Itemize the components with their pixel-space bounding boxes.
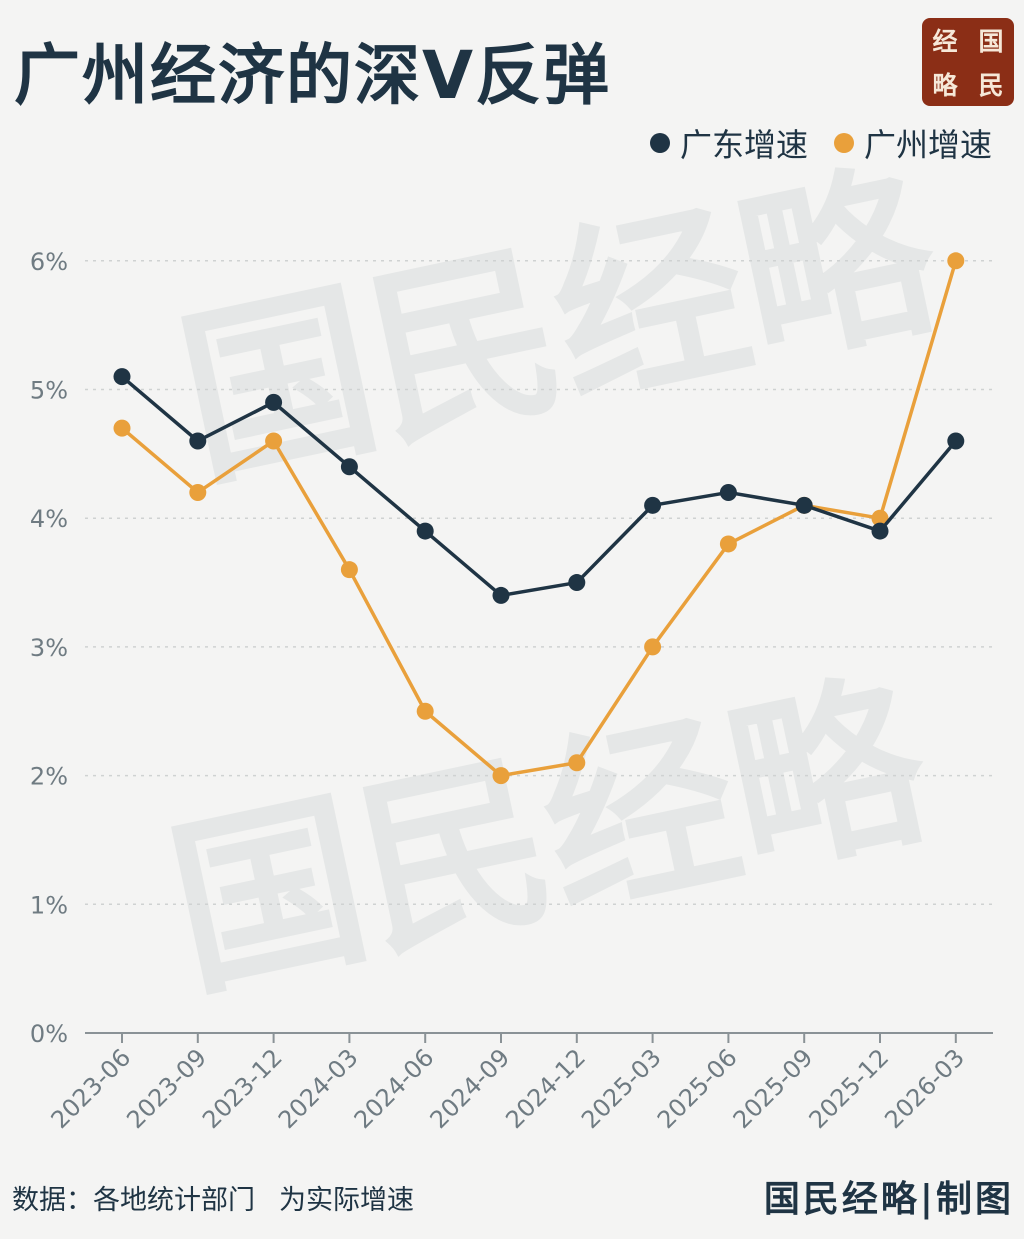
x-tick-label: 2023-12 [197, 1043, 288, 1134]
x-tick-label: 2025-03 [576, 1043, 667, 1134]
series-line [120, 375, 958, 598]
x-tick-label: 2024-03 [273, 1043, 364, 1134]
x-tick-label: 2024-09 [425, 1043, 516, 1134]
y-tick-label: 0% [30, 1020, 68, 1048]
data-point [416, 522, 434, 540]
y-tick-label: 6% [30, 248, 68, 276]
data-point [568, 754, 586, 772]
data-point [340, 561, 358, 579]
data-point [947, 432, 965, 450]
data-point [416, 702, 434, 720]
logo-char: 经 [932, 27, 958, 56]
logo-char: 略 [932, 71, 958, 100]
logo-char: 国 [978, 27, 1004, 56]
data-point [947, 252, 965, 270]
data-point [871, 522, 889, 540]
x-tick-label: 2026-03 [879, 1043, 970, 1134]
data-point [719, 535, 737, 553]
y-tick-label: 4% [30, 505, 68, 533]
legend-item-guangzhou: 广州增速 [833, 120, 992, 166]
chart-title: 广州经济的深V反弹 [14, 37, 612, 114]
data-point [795, 496, 813, 514]
series-layer [113, 252, 965, 785]
data-point [113, 368, 131, 386]
legend-marker-guangdong [649, 133, 670, 153]
data-point [719, 483, 737, 501]
chart-legend: 广东增速 广州增速 [649, 120, 992, 166]
source-label: 数据：各地统计部门 [12, 1185, 255, 1216]
source-note: 数据：各地统计部门 为实际增速 [12, 1178, 414, 1217]
series-line [120, 260, 958, 778]
y-tick-label: 2% [30, 763, 68, 791]
y-tick-label: 5% [30, 377, 68, 405]
x-tick-label: 2024-06 [349, 1043, 440, 1134]
data-point [492, 586, 510, 604]
data-point [265, 432, 283, 450]
x-tick-label: 2024-12 [500, 1043, 591, 1134]
x-axis: 2023-062023-092023-122024-032024-062024-… [46, 1032, 993, 1134]
y-tick-label: 1% [30, 891, 68, 919]
data-point [189, 432, 207, 450]
brand-logo: 经 国 略 民 [922, 18, 1014, 106]
legend-label-guangzhou: 广州增速 [863, 126, 992, 164]
y-tick-label: 3% [30, 634, 68, 662]
data-point [340, 458, 358, 476]
data-point [189, 483, 207, 501]
data-point [644, 496, 662, 514]
legend-marker-guangzhou [833, 133, 854, 153]
x-tick-label: 2025-09 [728, 1043, 819, 1134]
legend-item-guangdong: 广东增速 [649, 120, 808, 166]
data-point [568, 574, 586, 592]
y-axis-ticks: 0% 1% 2% 3% 4% 5% 6% [30, 248, 68, 1048]
x-tick-label: 2023-09 [121, 1043, 212, 1134]
data-point [492, 767, 510, 785]
data-point [871, 509, 889, 527]
x-tick-label: 2025-06 [652, 1043, 743, 1134]
x-tick-label: 2023-06 [46, 1043, 137, 1134]
data-point [113, 419, 131, 437]
source-remark: 为实际增速 [279, 1185, 414, 1216]
logo-char: 民 [978, 71, 1004, 100]
data-point [644, 638, 662, 656]
watermark-text: 国民经略 [153, 647, 946, 1024]
x-tick-label: 2025-12 [804, 1043, 895, 1134]
data-point [265, 393, 283, 411]
legend-label-guangdong: 广东增速 [679, 126, 808, 164]
credit-label: 国民经略|制图 [763, 1178, 1014, 1220]
